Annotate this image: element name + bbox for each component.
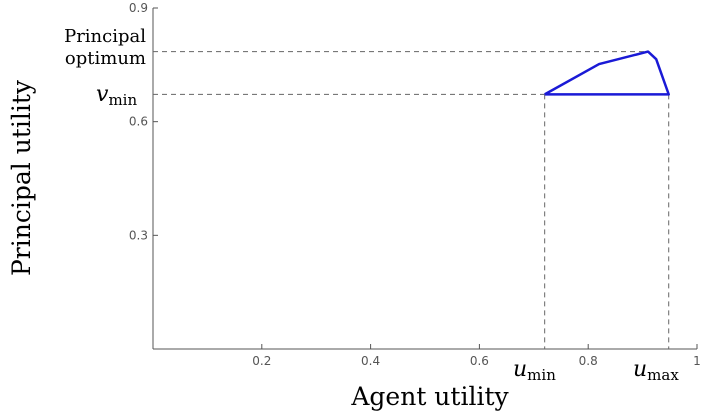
x-tick-label: 1 [693,354,701,368]
y-tick-label: 0.9 [129,1,148,15]
guide-lines [153,51,670,349]
x-tick-label: 0.2 [252,354,271,368]
v-min-label: vmin [96,82,137,109]
y-tick-label: 0.3 [129,228,148,242]
data-series [544,50,670,96]
y-tick-label: 0.6 [129,115,148,129]
u-min-label: umin [513,357,556,384]
x-tick-label: 0.4 [361,354,380,368]
x-tick-label: 0.8 [579,354,598,368]
x-axis-label: Agent utility [350,382,509,411]
principal-optimum-label-line1: Principal [64,26,146,47]
principal-optimum-label-line2: optimum [65,48,146,69]
u-max-label: umax [633,357,679,384]
axes [152,8,697,350]
y-axis-label: Principal utility [7,79,36,276]
feasible-region-line [544,50,670,96]
tick-marks: 0.2 0.4 0.6 0.8 1 0.3 0.6 0.9 [129,1,701,368]
x-tick-label: 0.6 [470,354,489,368]
